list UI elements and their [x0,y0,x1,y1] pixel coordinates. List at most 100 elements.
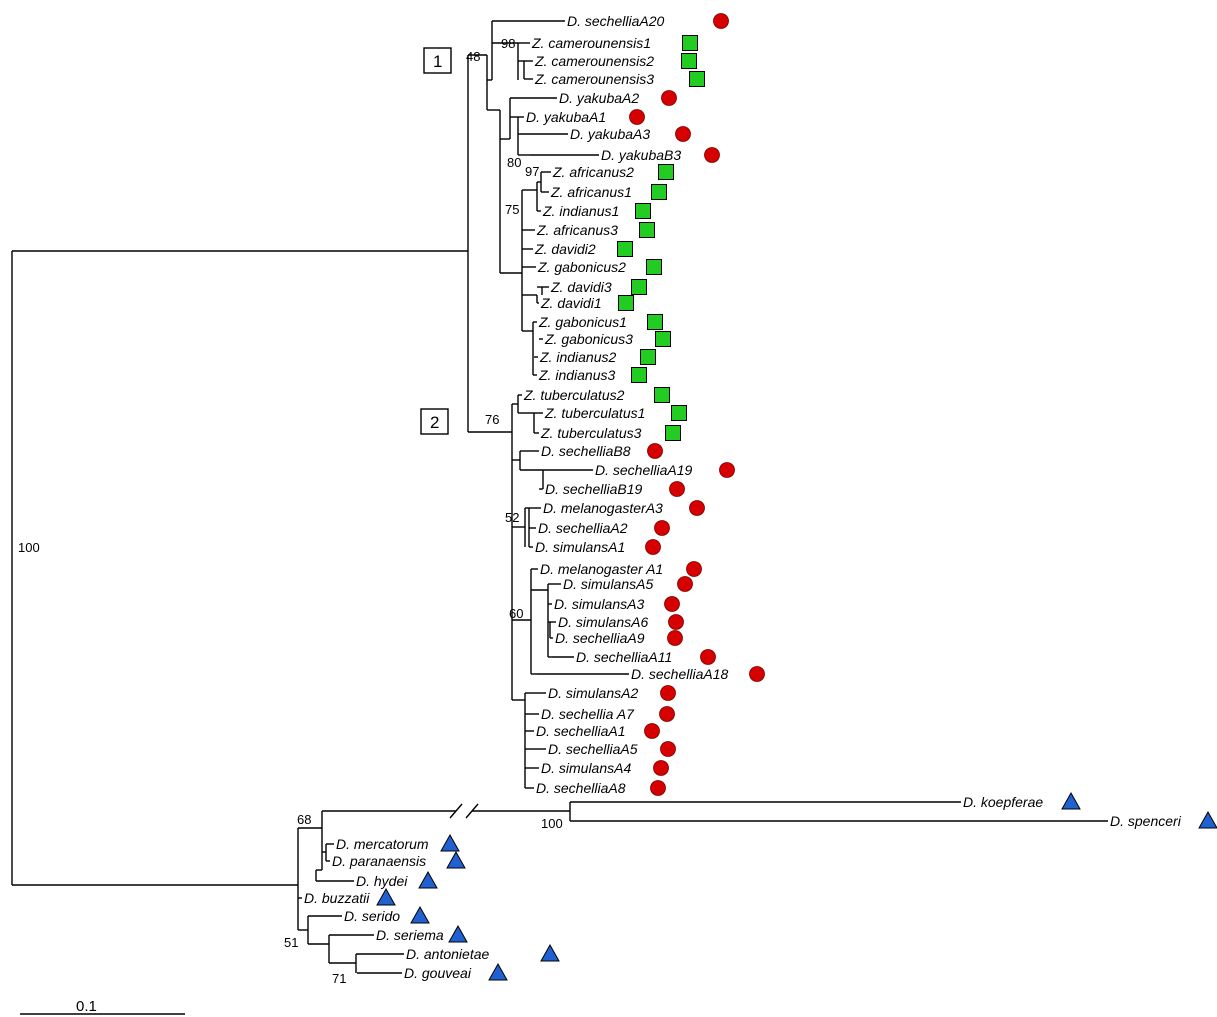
blue-triangle-marker [488,962,508,981]
taxon-label: Z. africanus2 [552,164,634,180]
taxon-label: D. buzzatii [304,890,370,906]
green-square-marker [631,367,647,383]
taxon-label: Z. indianus1 [542,203,619,219]
green-square-marker [671,405,687,421]
taxon-label: Z. tuberculatus2 [523,387,625,403]
support-value: 97 [525,164,539,179]
blue-triangle-marker [410,905,430,924]
blue-triangle-marker [448,924,468,943]
blue-triangle-marker [440,833,460,852]
taxon-label: D. mercatorum [336,836,429,852]
red-circle-marker [660,685,676,701]
support-value: 98 [501,36,515,51]
red-circle-marker [659,706,675,722]
taxon-label: D. antonietae [406,946,489,962]
taxon-label: Z. indianus3 [538,367,615,383]
green-square-marker [658,164,674,180]
taxon-label: D. melanogaster A1 [540,561,663,577]
green-square-marker [654,387,670,403]
blue-triangle-marker [446,850,466,869]
red-circle-marker [668,614,684,630]
taxon-label: D. paranaensis [332,853,426,869]
red-circle-marker [689,500,705,516]
green-square-marker [617,241,633,257]
red-circle-marker [660,741,676,757]
taxon-label: D. sechelliaB8 [541,443,631,459]
taxon-label: D. spenceri [1110,813,1182,829]
taxon-labels: D. sechelliaA20 Z. camerounensis1 Z. camer… [304,13,1217,981]
clade-markers: 12 [420,47,452,435]
taxon-label: Z. gabonicus2 [537,259,626,275]
red-circle-marker [700,649,716,665]
taxon-label: D. simulansA1 [535,539,625,555]
red-circle-marker [661,90,677,106]
taxon-label: D. sechelliaA8 [536,780,626,796]
green-square-marker [618,295,634,311]
green-square-marker [639,222,655,238]
taxon-label: Z. camerounensis2 [534,53,654,69]
taxon-label: D. yakubaA3 [570,126,650,142]
blue-triangle-marker [1061,791,1081,810]
taxon-label: Z. davidi3 [550,279,612,295]
green-square-marker [655,331,671,347]
support-value: 100 [541,816,563,831]
blue-triangle-marker [540,943,560,962]
taxon-label: D. sechelliaA19 [595,462,692,478]
blue-triangle-marker [1198,810,1217,829]
taxon-label: D. simulansA5 [563,576,653,592]
red-circle-marker [653,760,669,776]
taxon-label: D. sechellia A7 [541,706,635,722]
taxon-label: D. simulansA2 [548,685,638,701]
red-circle-marker [629,109,645,125]
support-values: 48 98 80 97 75 76 52 60 100 68 100 51 71 [18,36,563,986]
taxon-label: D. serido [344,908,400,924]
support-value: 76 [485,412,499,427]
red-circle-marker [647,443,663,459]
clade-number-box [423,47,452,74]
taxon-label: Z. africanus1 [550,184,632,200]
taxon-label: Z. davidi1 [540,295,602,311]
taxon-label: D. sechelliaA18 [631,666,728,682]
taxon-label: D. simulansA4 [541,760,631,776]
taxon-label: D. sechelliaB19 [545,481,642,497]
taxon-label: D. sechelliaA2 [538,520,628,536]
red-circle-marker [644,723,660,739]
scale-bar-label: 0.1 [76,998,97,1015]
support-value: 68 [297,812,311,827]
taxon-label: D. sechelliaA1 [536,723,626,739]
taxon-label: Z. indianus2 [539,349,616,365]
green-square-marker [665,425,681,441]
taxon-label: D. yakubaB3 [601,147,681,163]
taxon-label: D. sechelliaA5 [548,741,638,757]
green-square-marker [651,184,667,200]
taxon-label: D. sechelliaA9 [555,630,645,646]
support-value: 51 [284,935,298,950]
red-circle-marker [667,630,683,646]
red-circle-marker [650,780,666,796]
support-value: 75 [505,202,519,217]
green-square-marker [646,259,662,275]
taxon-label: Z. tuberculatus3 [540,425,642,441]
clade-number-label: 1 [433,52,442,71]
red-circle-marker [677,576,693,592]
taxon-label: Z. camerounensis3 [534,71,654,87]
taxon-label: D. seriema [376,927,444,943]
taxon-label: D. simulansA6 [558,614,648,630]
taxon-label: Z. camerounensis1 [531,35,651,51]
green-square-marker [635,203,651,219]
support-value: 71 [332,971,346,986]
support-value: 60 [509,606,523,621]
taxon-label: D. yakubaA2 [559,90,639,106]
green-square-marker [682,35,698,51]
green-square-marker [681,53,697,69]
green-square-marker [647,314,663,330]
taxon-label: Z. africanus3 [536,222,618,238]
blue-triangle-marker [376,887,396,906]
taxon-label: D. yakubaA1 [526,109,606,125]
red-circle-marker [664,596,680,612]
taxon-label: D. sechelliaA11 [576,649,672,665]
red-circle-marker [704,147,720,163]
green-square-marker [689,71,705,87]
support-value: 100 [18,540,40,555]
